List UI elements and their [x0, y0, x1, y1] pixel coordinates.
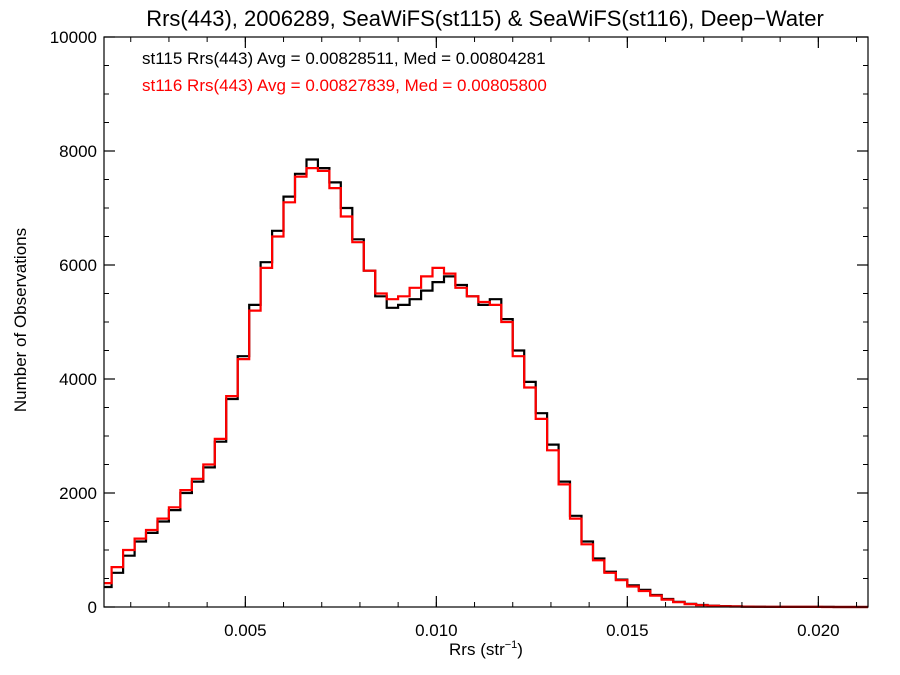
- y-axis-label: Number of Observations: [11, 228, 30, 412]
- y-tick-label: 6000: [59, 256, 97, 275]
- chart-title: Rrs(443), 2006289, SeaWiFS(st115) & SeaW…: [146, 6, 824, 31]
- x-tick-label: 0.020: [797, 621, 840, 640]
- axis-ticks: 0.005 0.010 0.015 0.020 0 2000 4000 6000 8000 100…: [50, 28, 868, 640]
- x-tick-label: 0.010: [415, 621, 458, 640]
- legend-annotation-st115: st115 Rrs(443) Avg = 0.00828511, Med = 0…: [142, 49, 546, 68]
- x-axis-label: Rrs (str−1): [449, 639, 523, 659]
- plot-frame: [103, 36, 869, 608]
- y-tick-label: 8000: [59, 142, 97, 161]
- x-tick-label: 0.015: [606, 621, 649, 640]
- series-line-st115: [104, 158, 868, 609]
- y-tick-label: 10000: [50, 28, 97, 47]
- series-layer: [104, 158, 868, 609]
- y-tick-label: 2000: [59, 484, 97, 503]
- y-tick-label: 4000: [59, 370, 97, 389]
- x-tick-label: 0.005: [224, 621, 267, 640]
- series-line-st116: [104, 167, 868, 609]
- legend-annotation-st116: st116 Rrs(443) Avg = 0.00827839, Med = 0…: [142, 76, 547, 95]
- y-tick-label: 0: [88, 598, 97, 617]
